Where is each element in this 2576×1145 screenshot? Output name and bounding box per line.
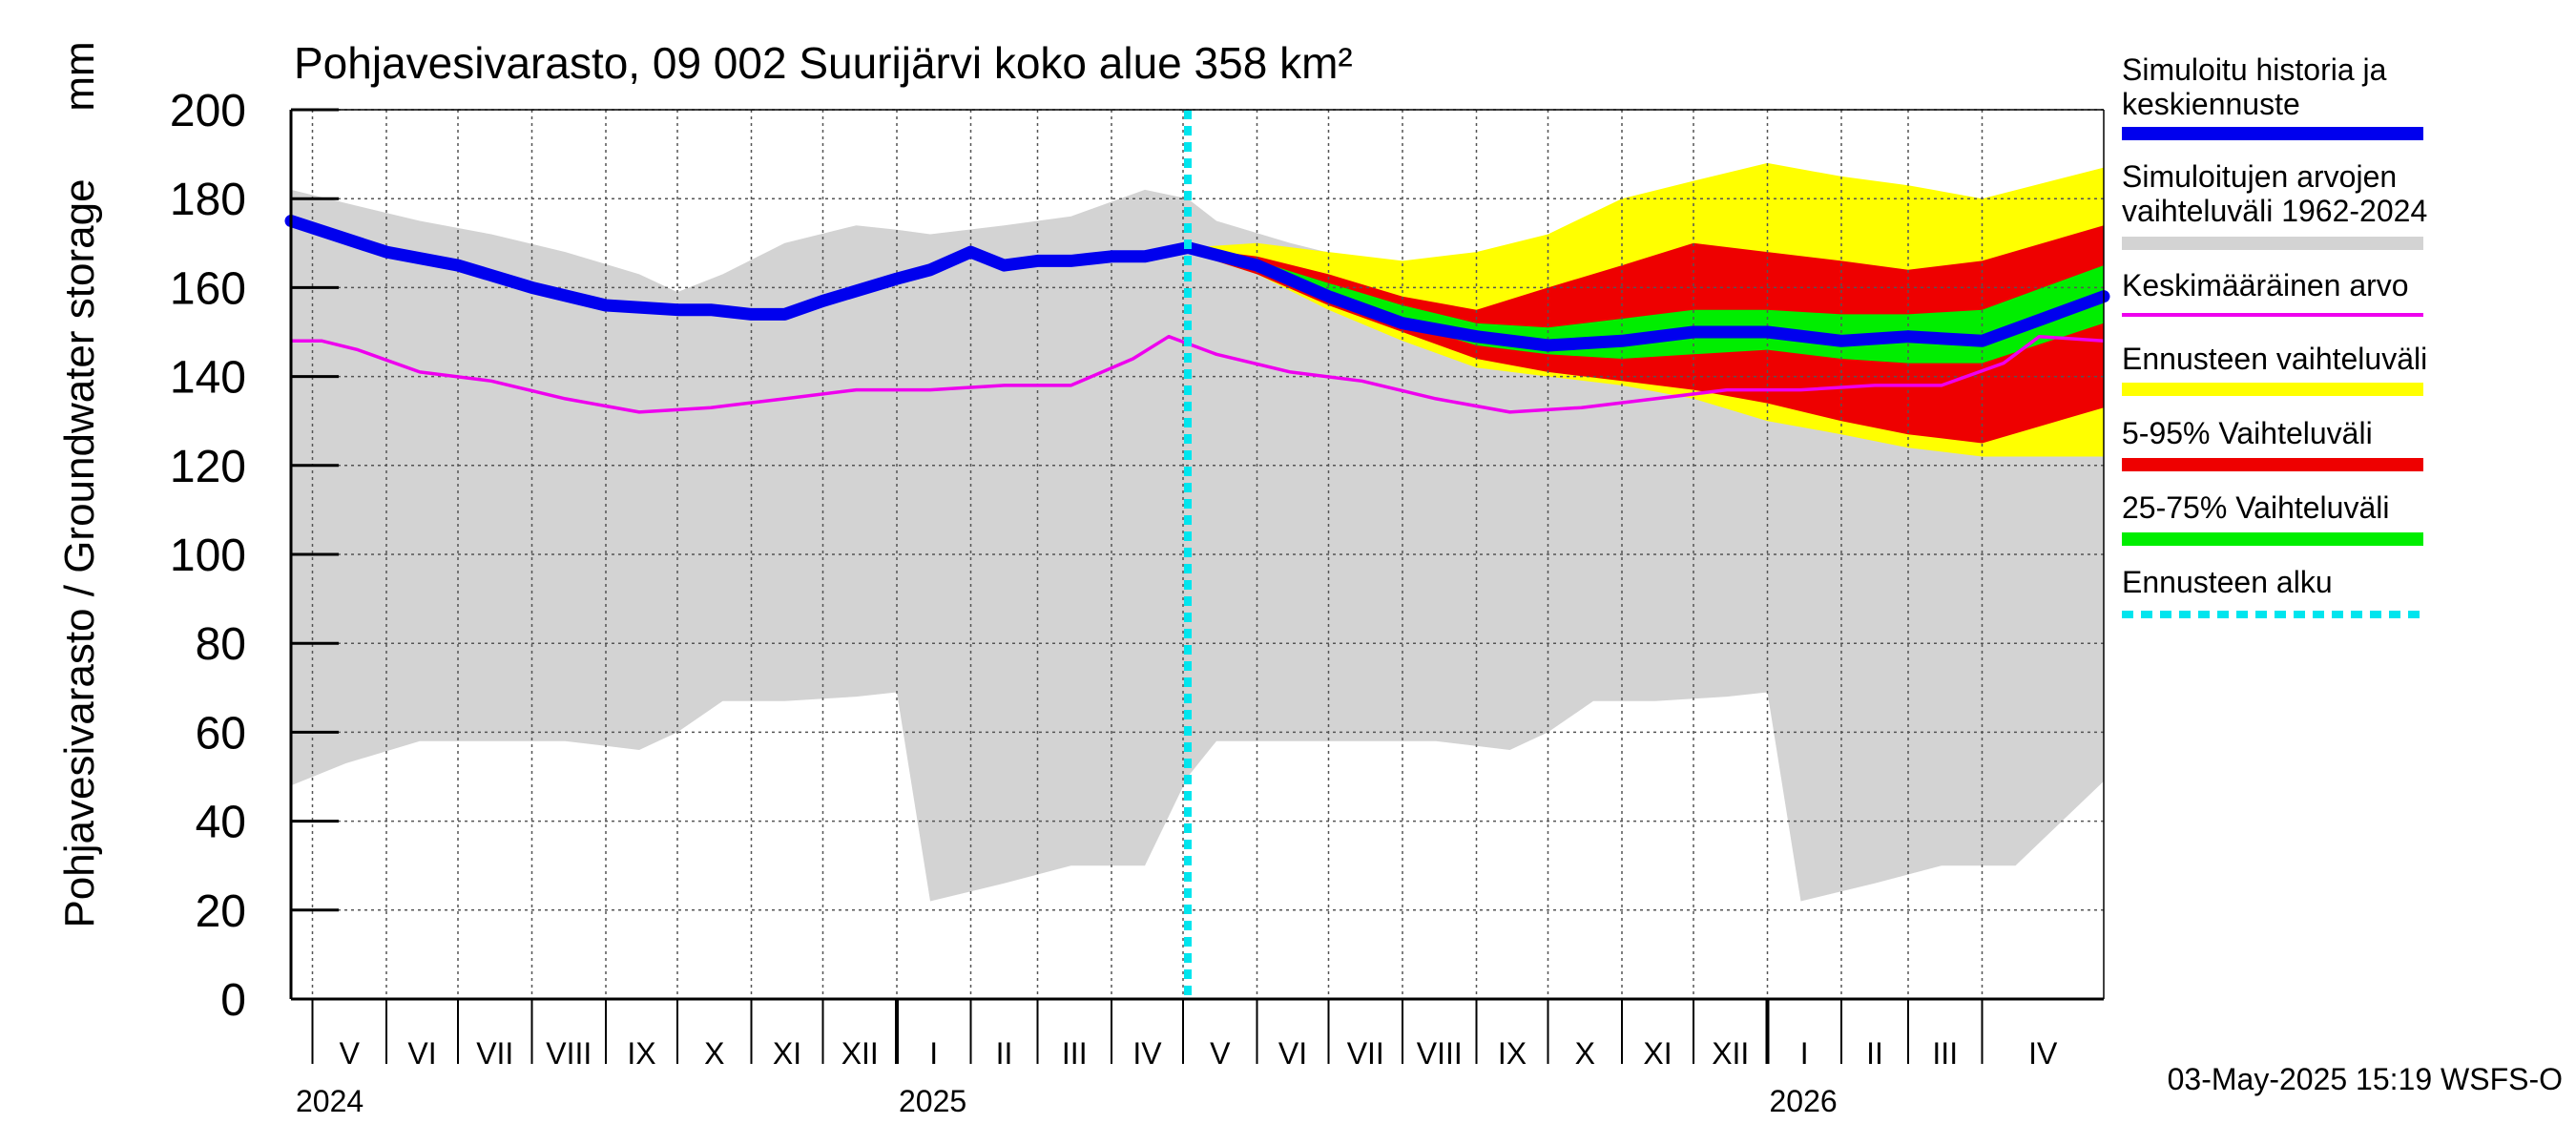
y-tick-label: 160 (170, 263, 246, 314)
x-month-label: III (1062, 1036, 1088, 1071)
y-tick-label: 0 (220, 975, 246, 1026)
x-month-label: X (1575, 1036, 1595, 1071)
timestamp-footer: 03-May-2025 15:19 WSFS-O (2168, 1062, 2563, 1096)
legend-label: Keskimääräinen arvo (2122, 268, 2409, 302)
legend-label: Ennusteen vaihteluväli (2122, 342, 2427, 376)
y-tick-label: 20 (196, 886, 246, 937)
x-month-label: XII (841, 1036, 879, 1071)
x-month-label: V (1210, 1036, 1231, 1071)
y-tick-label: 80 (196, 619, 246, 670)
x-month-label: II (1866, 1036, 1883, 1071)
x-year-label: 2026 (1770, 1084, 1838, 1118)
legend: Simuloitu historia ja keskiennuste Simuloi… (2122, 52, 2427, 618)
x-month-label: II (996, 1036, 1013, 1071)
series-lines (284, 110, 2110, 999)
legend-label: 25-75% Vaihteluväli (2122, 490, 2389, 525)
x-month-label: IV (1132, 1036, 1162, 1071)
x-month-label: XI (773, 1036, 801, 1071)
y-axis-unit: mm (56, 41, 103, 111)
y-tick-label: 100 (170, 531, 246, 581)
range-bands (291, 162, 2104, 902)
x-month-label: XI (1643, 1036, 1672, 1071)
x-month-label: I (929, 1036, 938, 1071)
y-tick-label: 60 (196, 708, 246, 759)
x-month-label: VIII (546, 1036, 592, 1071)
y-axis-label: Pohjavesivarasto / Groundwater storage (56, 178, 103, 927)
simulated-history-forecast-line (284, 215, 2110, 352)
y-ticks: 0 20 40 60 80 100 120 140 160 180 200 (170, 86, 339, 1026)
chart-title: Pohjavesivarasto, 09 002 Suurijärvi koko… (294, 38, 1353, 88)
mean-value-line (291, 334, 2105, 414)
y-tick-label: 180 (170, 175, 246, 225)
y-tick-label: 140 (170, 353, 246, 404)
x-year-label: 2025 (899, 1084, 966, 1118)
x-month-label: III (1932, 1036, 1958, 1071)
x-month-label: VI (407, 1036, 436, 1071)
x-year-label: 2024 (296, 1084, 364, 1118)
x-month-label: V (340, 1036, 361, 1071)
x-month-label: VI (1278, 1036, 1307, 1071)
x-month-label: X (704, 1036, 724, 1071)
x-month-label: VII (476, 1036, 513, 1071)
x-month-label: VII (1347, 1036, 1384, 1071)
x-month-label: IX (1498, 1036, 1527, 1071)
y-tick-label: 200 (170, 86, 246, 136)
legend-label: 5-95% Vaihteluväli (2122, 416, 2373, 450)
legend-label: Simuloitu historia ja keskiennuste (2122, 52, 2387, 121)
x-ticks: V VI VII VIII IX X XI XII I II III IV V VI VII VIII IX X X… (296, 999, 2058, 1118)
legend-label: Simuloitujen arvojen vaihteluväli 1962-20… (2122, 159, 2427, 228)
x-month-label: I (1800, 1036, 1809, 1071)
legend-label: Ennusteen alku (2122, 565, 2333, 599)
y-tick-label: 40 (196, 798, 246, 848)
y-tick-label: 120 (170, 442, 246, 492)
x-month-label: IX (627, 1036, 655, 1071)
x-month-label: IV (2028, 1036, 2058, 1071)
x-month-label: XII (1712, 1036, 1749, 1071)
x-month-label: VIII (1417, 1036, 1463, 1071)
